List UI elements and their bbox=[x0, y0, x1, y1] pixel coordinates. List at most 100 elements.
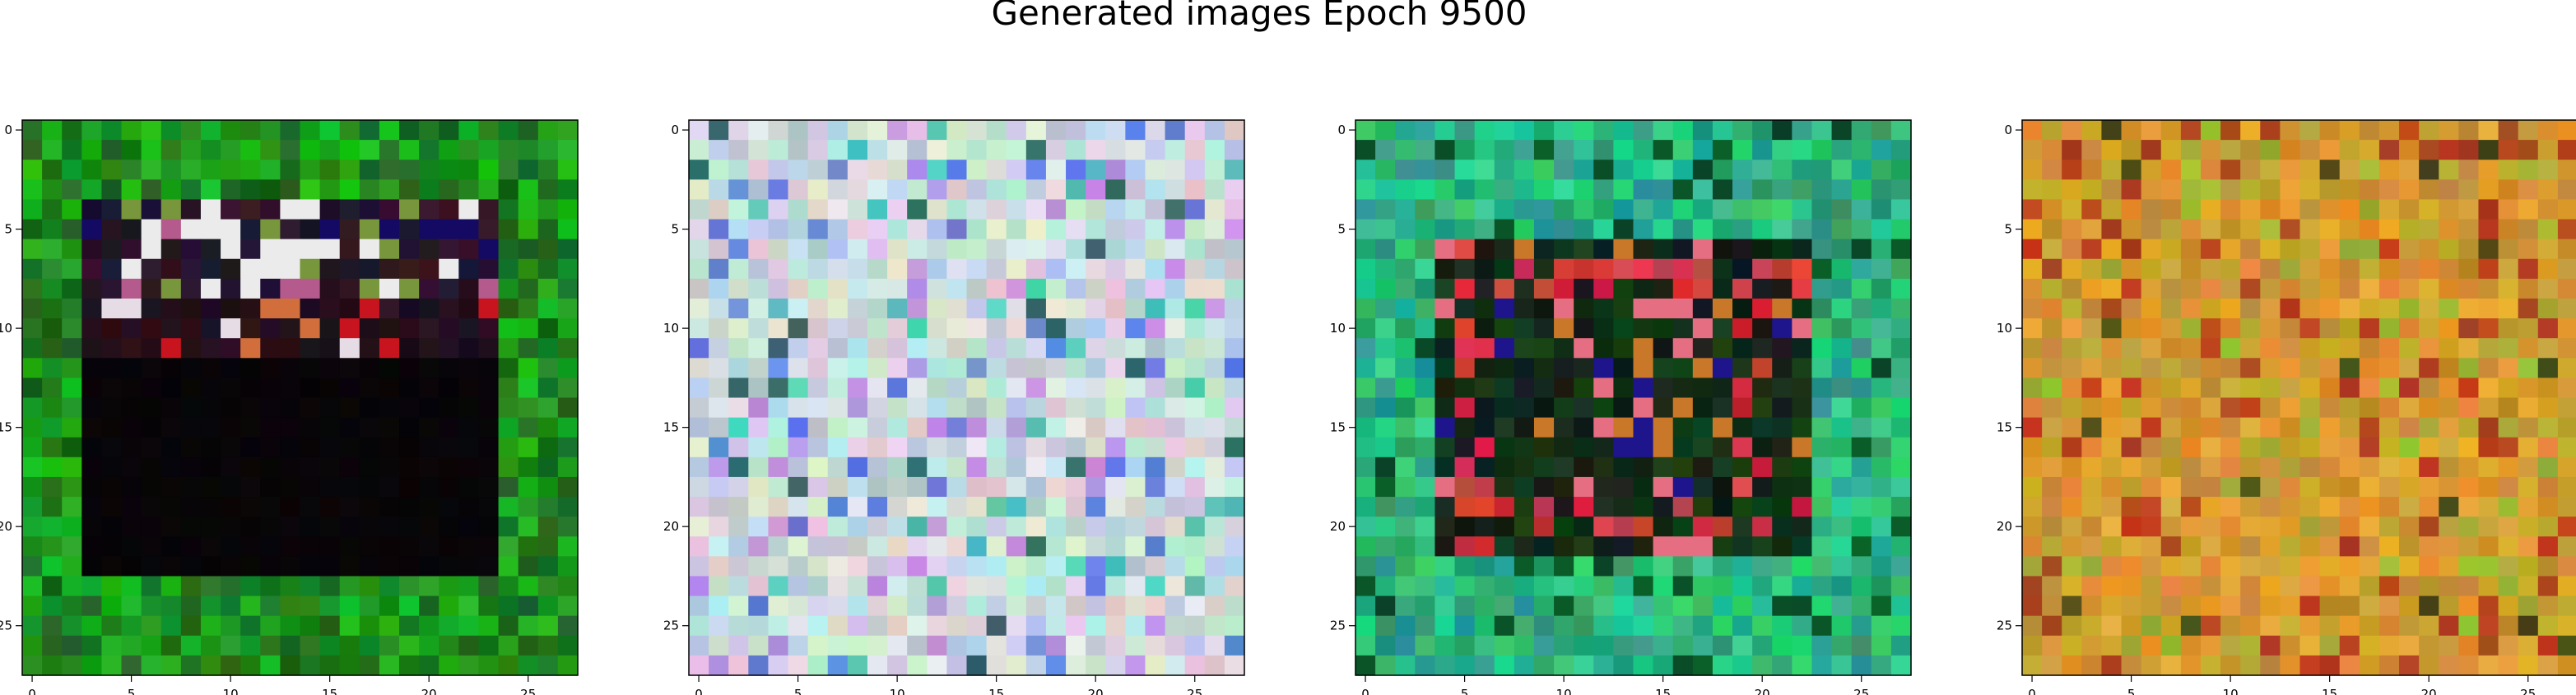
pixel-cell bbox=[1185, 318, 1206, 339]
pixel-cell bbox=[1046, 556, 1067, 577]
pixel-cell bbox=[2260, 358, 2281, 378]
y-tick-label: 10 bbox=[0, 321, 12, 336]
pixel-cell bbox=[558, 239, 579, 260]
pixel-cell bbox=[1534, 418, 1555, 438]
pixel-cell bbox=[260, 636, 281, 656]
pixel-cell bbox=[1026, 656, 1047, 676]
pixel-cell bbox=[709, 398, 729, 419]
pixel-cell bbox=[689, 358, 709, 378]
pixel-cell bbox=[558, 299, 579, 319]
pixel-cell bbox=[1752, 358, 1773, 378]
pixel-cell bbox=[967, 179, 988, 200]
pixel-cell bbox=[1634, 140, 1654, 160]
pixel-cell bbox=[927, 616, 947, 637]
pixel-cell bbox=[2360, 299, 2380, 319]
pixel-cell bbox=[1653, 596, 1674, 617]
pixel-cell bbox=[1693, 140, 1713, 160]
pixel-cell bbox=[1534, 179, 1555, 200]
pixel-cell bbox=[2499, 239, 2519, 260]
pixel-cell bbox=[1752, 239, 1773, 260]
pixel-cell bbox=[1832, 318, 1853, 339]
pixel-cell bbox=[42, 358, 63, 378]
pixel-cell bbox=[399, 536, 420, 557]
pixel-cell bbox=[2518, 220, 2539, 240]
pixel-cell bbox=[2320, 457, 2341, 478]
pixel-cell bbox=[1832, 199, 1853, 220]
pixel-cell bbox=[2122, 220, 2142, 240]
pixel-cell bbox=[22, 239, 43, 260]
pixel-cell bbox=[1434, 259, 1455, 280]
pixel-cell bbox=[2022, 378, 2043, 398]
pixel-cell bbox=[458, 299, 479, 319]
pixel-cell bbox=[2478, 199, 2499, 220]
pixel-cell bbox=[181, 259, 202, 280]
pixel-cell bbox=[927, 160, 947, 180]
pixel-cell bbox=[1772, 576, 1793, 596]
pixel-cell bbox=[122, 656, 142, 676]
pixel-cell bbox=[2538, 338, 2559, 359]
pixel-cell bbox=[867, 438, 888, 458]
pixel-cell bbox=[828, 378, 849, 398]
pixel-cell bbox=[1455, 616, 1476, 637]
pixel-cell bbox=[1832, 239, 1853, 260]
pixel-grid bbox=[22, 120, 579, 676]
pixel-cell bbox=[2458, 259, 2479, 280]
pixel-cell bbox=[1832, 220, 1853, 240]
pixel-cell bbox=[2260, 418, 2281, 438]
pixel-cell bbox=[1613, 140, 1634, 160]
pixel-cell bbox=[360, 497, 380, 517]
pixel-cell bbox=[1852, 299, 1872, 319]
pixel-cell bbox=[1891, 536, 1912, 557]
pixel-cell bbox=[2360, 279, 2380, 299]
pixel-cell bbox=[2220, 120, 2241, 141]
pixel-cell bbox=[142, 596, 162, 617]
pixel-cell bbox=[1593, 418, 1614, 438]
pixel-cell bbox=[2260, 199, 2281, 220]
pixel-cell bbox=[2499, 656, 2519, 676]
pixel-cell bbox=[1475, 596, 1495, 617]
pixel-cell bbox=[1792, 378, 1812, 398]
pixel-cell bbox=[1125, 418, 1146, 438]
pixel-cell bbox=[1395, 457, 1416, 478]
pixel-cell bbox=[1205, 259, 1225, 280]
pixel-cell bbox=[2280, 616, 2300, 637]
pixel-cell bbox=[1554, 576, 1574, 596]
pixel-cell bbox=[1634, 199, 1654, 220]
pixel-cell bbox=[360, 656, 380, 676]
pixel-cell bbox=[2379, 239, 2400, 260]
pixel-cell bbox=[828, 318, 849, 339]
pixel-cell bbox=[1495, 338, 1515, 359]
pixel-cell bbox=[2300, 616, 2321, 637]
pixel-cell bbox=[1792, 596, 1812, 617]
pixel-cell bbox=[1534, 656, 1555, 676]
pixel-cell bbox=[2062, 239, 2082, 260]
pixel-cell bbox=[122, 457, 142, 478]
pixel-cell bbox=[2399, 120, 2420, 141]
pixel-cell bbox=[142, 517, 162, 537]
pixel-cell bbox=[340, 220, 360, 240]
pixel-cell bbox=[887, 299, 908, 319]
pixel-cell bbox=[280, 199, 300, 220]
pixel-cell bbox=[1752, 160, 1773, 180]
pixel-cell bbox=[280, 477, 300, 498]
pixel-cell bbox=[728, 457, 749, 478]
pixel-cell bbox=[439, 517, 459, 537]
pixel-cell bbox=[2399, 279, 2420, 299]
pixel-cell bbox=[22, 457, 43, 478]
pixel-cell bbox=[2499, 596, 2519, 617]
pixel-cell bbox=[887, 438, 908, 458]
pixel-cell bbox=[2240, 358, 2261, 378]
pixel-cell bbox=[907, 536, 928, 557]
pixel-cell bbox=[1026, 556, 1047, 577]
pixel-cell bbox=[399, 477, 420, 498]
pixel-cell bbox=[709, 239, 729, 260]
pixel-cell bbox=[848, 636, 868, 656]
pixel-cell bbox=[709, 299, 729, 319]
pixel-cell bbox=[728, 239, 749, 260]
pixel-cell bbox=[907, 556, 928, 577]
pixel-cell bbox=[2280, 438, 2300, 458]
pixel-cell bbox=[2022, 279, 2043, 299]
pixel-cell bbox=[1713, 596, 1733, 617]
pixel-cell bbox=[1673, 497, 1694, 517]
pixel-cell bbox=[2280, 259, 2300, 280]
